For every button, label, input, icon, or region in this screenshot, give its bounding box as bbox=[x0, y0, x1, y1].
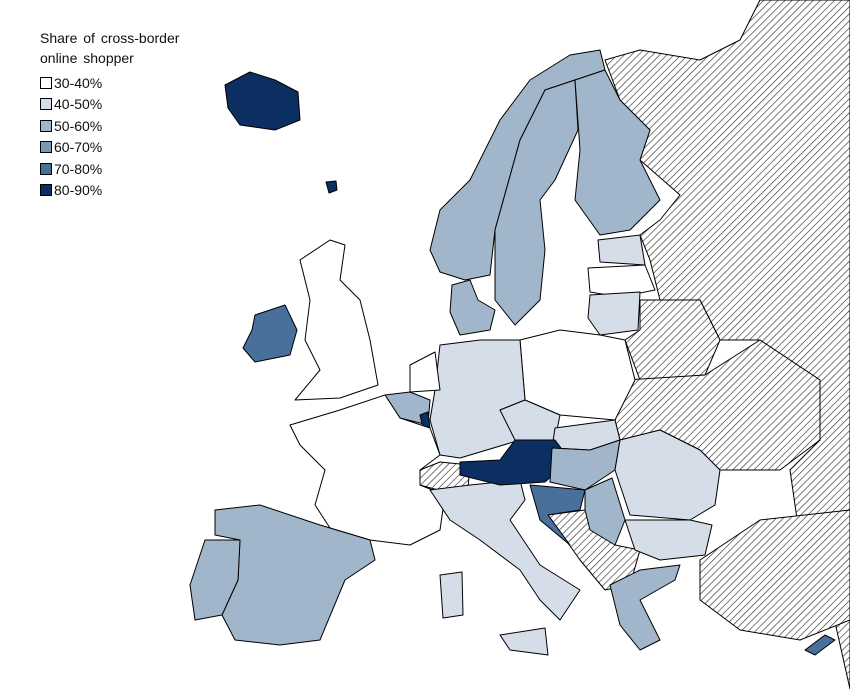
finland bbox=[574, 69, 661, 236]
serbia bbox=[584, 477, 626, 546]
legend: Share of cross-border online shopper 30-… bbox=[40, 28, 205, 201]
latvia bbox=[587, 264, 656, 298]
legend-item: 30-40% bbox=[40, 72, 205, 94]
estonia bbox=[597, 234, 646, 266]
cyprus bbox=[804, 634, 836, 656]
legend-label: 50-60% bbox=[54, 117, 103, 134]
netherlands bbox=[409, 351, 441, 393]
legend-swatch bbox=[40, 98, 52, 111]
legend-item: 80-90% bbox=[40, 180, 205, 202]
greece bbox=[609, 564, 681, 651]
sardinia bbox=[439, 571, 464, 619]
turkey bbox=[699, 509, 850, 641]
bulgaria bbox=[624, 519, 713, 561]
denmark bbox=[449, 279, 496, 336]
legend-swatch bbox=[40, 184, 52, 197]
legend-item: 40-50% bbox=[40, 94, 205, 116]
legend-swatch bbox=[40, 119, 52, 132]
legend-swatch bbox=[40, 162, 52, 175]
sicily bbox=[499, 627, 549, 656]
faroe bbox=[325, 180, 338, 194]
legend-label: 60-70% bbox=[54, 139, 103, 156]
legend-label: 40-50% bbox=[54, 96, 103, 113]
uk bbox=[294, 239, 379, 401]
no-data-regions bbox=[419, 0, 850, 689]
legend-label: 30-40% bbox=[54, 74, 103, 91]
germany bbox=[429, 339, 526, 459]
ireland bbox=[242, 304, 298, 363]
legend-item: 50-60% bbox=[40, 115, 205, 137]
legend-label: 70-80% bbox=[54, 160, 103, 177]
legend-swatch bbox=[40, 76, 52, 89]
lithuania bbox=[587, 291, 641, 336]
sweden bbox=[494, 79, 579, 326]
legend-item: 60-70% bbox=[40, 137, 205, 159]
romania bbox=[614, 429, 721, 521]
portugal bbox=[189, 539, 241, 621]
legend-title: Share of cross-border online shopper bbox=[40, 30, 180, 66]
legend-item: 70-80% bbox=[40, 158, 205, 180]
legend-swatch bbox=[40, 141, 52, 154]
legend-items: 30-40% 40-50% 50-60% 60-70% 70-80% 80-90% bbox=[40, 72, 205, 201]
countries bbox=[189, 49, 836, 656]
legend-label: 80-90% bbox=[54, 182, 103, 199]
iceland bbox=[224, 71, 301, 131]
